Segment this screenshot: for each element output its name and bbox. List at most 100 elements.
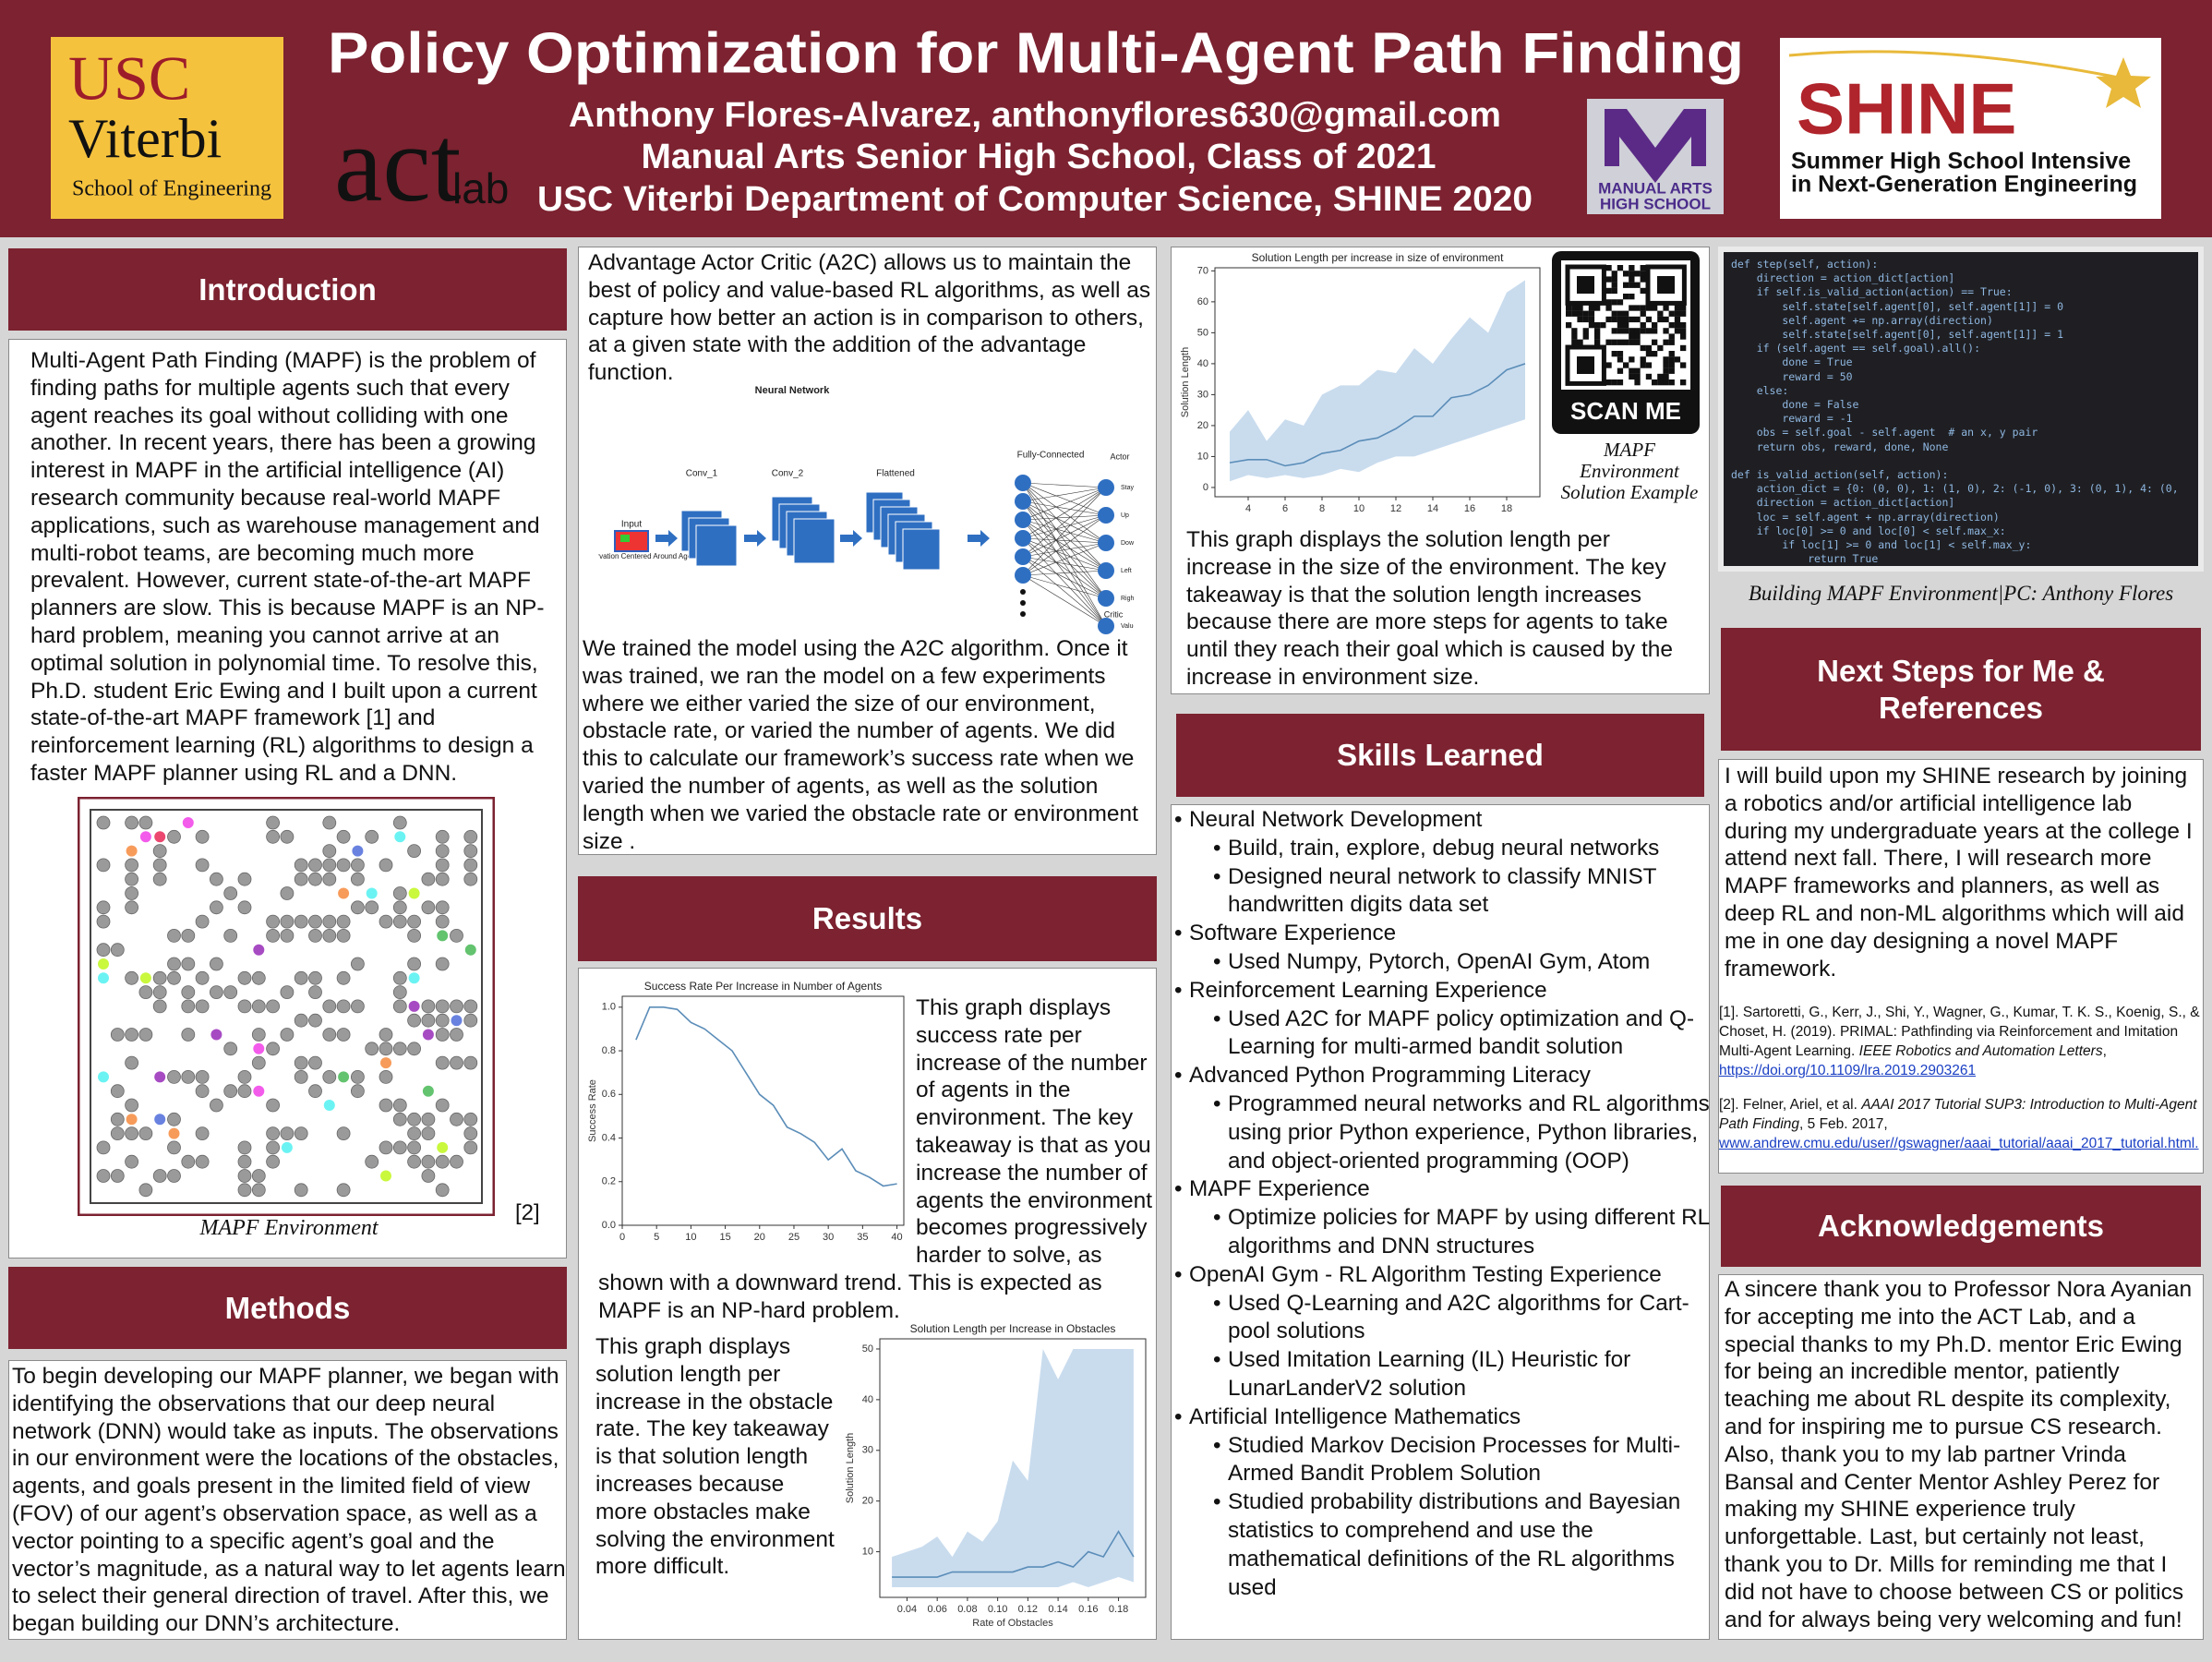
obstacle	[96, 900, 111, 915]
code-caption: Building MAPF Environment|PC: Anthony Fl…	[1748, 582, 2174, 605]
qr-module	[1605, 276, 1612, 283]
header: USC Viterbi School of Engineering act la…	[0, 0, 2212, 237]
obstacle	[96, 815, 111, 830]
obstacle	[450, 1112, 463, 1126]
obstacle	[463, 858, 478, 873]
shine-logo	[1780, 38, 2161, 219]
skill-detail: Studied probability distributions and Ba…	[1211, 1488, 1710, 1602]
obstacle	[167, 1169, 181, 1183]
obstacle	[407, 1126, 422, 1141]
shine-swoosh	[1788, 50, 2124, 80]
hidden-node	[1015, 493, 1031, 510]
obstacle	[421, 1126, 436, 1141]
obstacle	[435, 829, 450, 844]
obstacle	[435, 1098, 450, 1113]
qr-module	[1571, 333, 1578, 340]
chart: Success Rate Per Increase in Number of A…	[587, 980, 905, 1243]
obstacle	[435, 1183, 450, 1198]
hidden-node	[1015, 548, 1031, 565]
skill-sublist: Build, train, explore, debug neural netw…	[1189, 835, 1710, 920]
x-tick-label: 0	[619, 1232, 625, 1243]
agent	[338, 1071, 350, 1083]
qr-module	[1629, 282, 1635, 288]
reference-link[interactable]: https://doi.org/10.1109/lra.2019.2903261	[1719, 1063, 1977, 1078]
obstacle	[138, 1126, 153, 1141]
results-text: This graph displays solution length per …	[595, 1334, 835, 1580]
obstacle	[407, 1154, 422, 1169]
obstacle	[407, 928, 422, 943]
connection	[1022, 556, 1107, 627]
qr-module	[1617, 339, 1624, 345]
reference-link[interactable]: www.andrew.cmu.edu/user//gswagner/aaai_t…	[1719, 1136, 2199, 1151]
obstacle	[195, 970, 210, 985]
obstacle	[251, 970, 266, 985]
x-tick-label: 0.18	[1109, 1604, 1128, 1615]
qr-module	[1657, 379, 1664, 386]
qr-module	[1634, 271, 1641, 277]
obstacle	[463, 1140, 478, 1155]
obstacle	[96, 1169, 111, 1183]
ellipsis-dot	[1020, 611, 1026, 617]
agent	[98, 1071, 109, 1083]
agent	[98, 958, 109, 970]
obstacle	[280, 829, 295, 844]
agent	[126, 845, 138, 857]
qr-code: SCAN ME	[1552, 251, 1700, 434]
qr-module	[1652, 328, 1658, 334]
obstacle	[195, 1126, 210, 1141]
obstacle	[181, 999, 196, 1014]
obstacle	[379, 1069, 393, 1084]
line	[635, 1006, 897, 1187]
shine-star	[2096, 57, 2151, 108]
obstacle	[379, 1098, 393, 1113]
connection	[1022, 537, 1107, 572]
agent	[139, 831, 151, 843]
obstacle	[450, 999, 463, 1014]
qr-module	[1640, 287, 1646, 295]
qr-module	[1617, 322, 1624, 329]
obstacle	[365, 829, 379, 844]
qr-module	[1640, 271, 1646, 277]
qr-module	[1623, 271, 1629, 277]
section-heading: Next Steps for Me & References	[1721, 628, 2201, 751]
agent	[352, 845, 364, 857]
obstacle	[407, 957, 422, 971]
section-heading: Results	[578, 876, 1157, 961]
diagram-label: Left	[1121, 568, 1132, 574]
agent	[464, 944, 476, 956]
obstacle	[294, 1055, 308, 1070]
obstacle	[322, 928, 337, 943]
obstacle	[209, 1098, 223, 1113]
qr-module	[1640, 305, 1646, 311]
qr-module	[1645, 351, 1653, 357]
qr-module	[1657, 373, 1664, 380]
network-diagram: Neural Network Input Get Observation Cente…	[598, 385, 1134, 634]
obstacle	[138, 985, 153, 1000]
qr-module	[1611, 276, 1617, 283]
y-axis-label: Solution Length	[1180, 347, 1191, 417]
qr-module	[1645, 328, 1653, 334]
qr-module	[1623, 310, 1629, 317]
code-line: obs = self.goal - self.agent # an x, y p…	[1731, 426, 2038, 440]
skill-sublist: Studied Markov Decision Processes for Mu…	[1189, 1432, 1710, 1603]
skill-detail: Designed neural network to classify MNIS…	[1211, 863, 1710, 921]
obstacle	[223, 1084, 238, 1099]
reference-text: ,	[2102, 1043, 2107, 1059]
actor-node	[1098, 479, 1114, 496]
qr-module	[1634, 373, 1641, 380]
agent	[380, 1057, 391, 1069]
obstacle	[195, 999, 210, 1014]
y-tick-label: 60	[1197, 296, 1208, 307]
chart-title: Solution Length per increase in size of …	[1252, 251, 1504, 264]
connection	[1022, 487, 1107, 521]
qr-module	[1629, 328, 1635, 334]
obstacle	[322, 1028, 337, 1042]
qr-module	[1623, 339, 1629, 345]
arrow	[840, 530, 862, 547]
agent	[394, 831, 406, 843]
qr-module	[1571, 339, 1578, 345]
obstacle	[350, 1084, 365, 1099]
obstacle	[350, 858, 365, 873]
obstacle	[110, 1112, 125, 1126]
qr-module	[1668, 356, 1675, 363]
